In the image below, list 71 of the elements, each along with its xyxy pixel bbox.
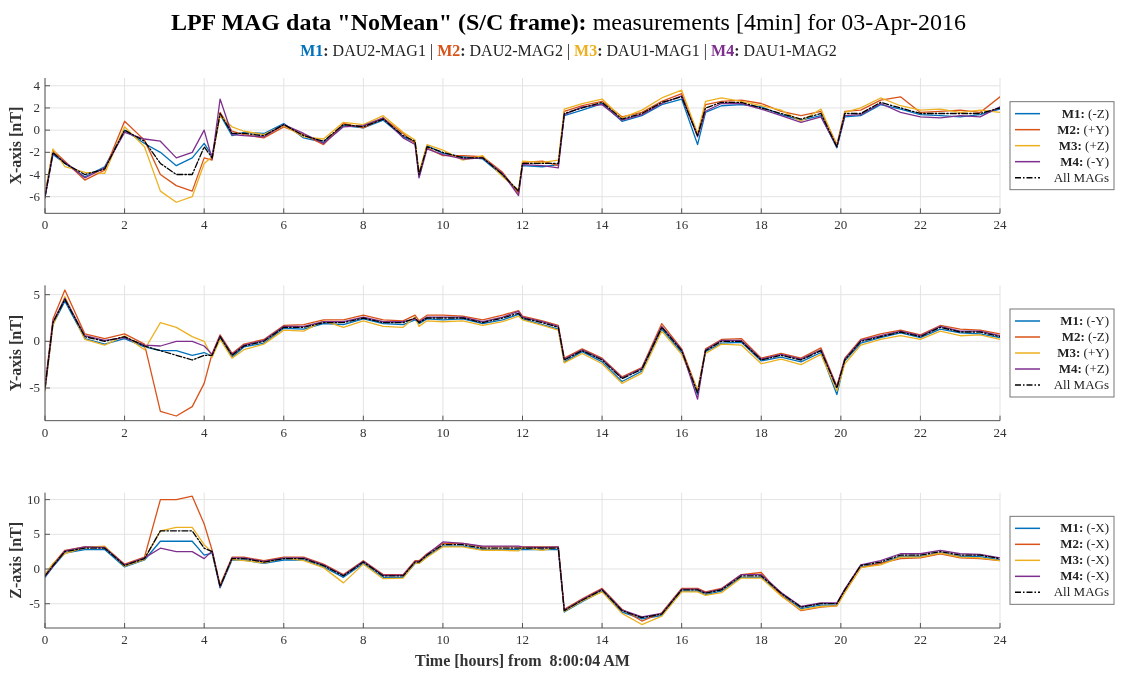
legend-label: M3: (-X) xyxy=(1060,552,1109,568)
x-tick-label: 18 xyxy=(754,424,768,440)
x-tick-label: 6 xyxy=(280,424,288,440)
y-tick-label: 0 xyxy=(33,333,40,349)
y-tick-label: -2 xyxy=(29,144,40,160)
text: M1: DAU2-MAG1 | M2: DAU2-MAG2 | M3: DAU1-MAG1 | M4: DAU1-MAG2 xyxy=(300,42,837,59)
y-tick-label: 2 xyxy=(33,99,40,115)
x-tick-label: 20 xyxy=(834,217,848,233)
x-tick-label: 2 xyxy=(121,424,128,440)
x-tick-label: 22 xyxy=(913,632,927,647)
legend-label: All MAGs xyxy=(1053,169,1109,185)
x-tick-label: 2 xyxy=(121,632,128,647)
x-tick-label: 14 xyxy=(595,424,610,440)
legend-label: M3: (+Z) xyxy=(1058,137,1109,153)
legend-label: M3: (+Y) xyxy=(1057,345,1109,360)
x-tick-label: 14 xyxy=(595,217,610,233)
y-tick-label: 10 xyxy=(27,491,40,507)
legend-label: M4: (-Y) xyxy=(1060,153,1109,169)
x-tick-label: 22 xyxy=(913,217,927,233)
legend-label: M1: (-X) xyxy=(1060,520,1109,536)
y-tick-label: -4 xyxy=(29,166,41,182)
x-tick-label: 24 xyxy=(993,632,1007,647)
x-tick-label: 16 xyxy=(675,217,689,233)
x-tick-label: 12 xyxy=(516,217,529,233)
x-tick-label: 8 xyxy=(360,217,367,233)
legend-label: M2: (-X) xyxy=(1060,536,1109,552)
chart-title: LPF MAG data "NoMean" (S/C frame): measurements [4min] for 03-Apr-2016 xyxy=(170,9,967,35)
y-tick-label: -5 xyxy=(29,595,40,611)
y-tick-label: -5 xyxy=(29,380,40,395)
legend-label: M4: (+Z) xyxy=(1058,361,1109,376)
x-axis-title: Time [hours] from 8:00:04 AM xyxy=(415,652,630,669)
y-tick-label: -6 xyxy=(29,188,41,204)
legend-label: All MAGs xyxy=(1053,584,1109,600)
y-axis-title: Y-axis [nT] xyxy=(7,314,24,392)
y-tick-label: 4 xyxy=(33,77,41,93)
y-axis-title: Z-axis [nT] xyxy=(7,521,24,599)
legend-label: M1: (-Z) xyxy=(1061,105,1109,121)
x-tick-label: 10 xyxy=(436,632,450,647)
x-tick-label: 20 xyxy=(834,632,848,647)
x-tick-label: 10 xyxy=(436,217,450,233)
x-tick-label: 8 xyxy=(360,632,367,647)
x-tick-label: 16 xyxy=(675,424,689,440)
x-tick-label: 18 xyxy=(754,217,768,233)
y-tick-label: 0 xyxy=(33,122,40,138)
x-tick-label: 6 xyxy=(280,217,288,233)
legend-label: M4: (-X) xyxy=(1060,568,1109,584)
x-tick-label: 24 xyxy=(993,424,1007,440)
y-tick-label: 5 xyxy=(33,526,40,542)
x-tick-label: 2 xyxy=(121,217,128,233)
x-tick-label: 14 xyxy=(595,632,610,647)
x-tick-label: 24 xyxy=(993,217,1007,233)
x-tick-label: 8 xyxy=(360,424,367,440)
x-tick-label: 6 xyxy=(280,632,288,647)
x-tick-label: 4 xyxy=(200,217,208,233)
x-tick-label: 20 xyxy=(834,424,848,440)
line-series xyxy=(45,289,1000,417)
y-tick-label: 5 xyxy=(33,286,40,302)
x-tick-label: 4 xyxy=(200,424,208,440)
y-axis-title: X-axis [nT] xyxy=(7,106,24,185)
legend-label: All MAGs xyxy=(1053,377,1109,392)
x-tick-label: 18 xyxy=(754,632,768,647)
legend-label: M2: (+Y) xyxy=(1057,121,1109,137)
x-tick-label: 12 xyxy=(516,632,529,647)
x-tick-label: 4 xyxy=(200,632,208,647)
x-tick-label: 10 xyxy=(436,424,450,440)
x-tick-label: 12 xyxy=(516,424,529,440)
legend-label: M2: (-Z) xyxy=(1061,329,1109,344)
x-tick-label: 22 xyxy=(913,424,927,440)
x-tick-label: 16 xyxy=(675,632,689,647)
legend-label: M1: (-Y) xyxy=(1060,313,1109,328)
y-tick-label: 0 xyxy=(33,561,40,577)
